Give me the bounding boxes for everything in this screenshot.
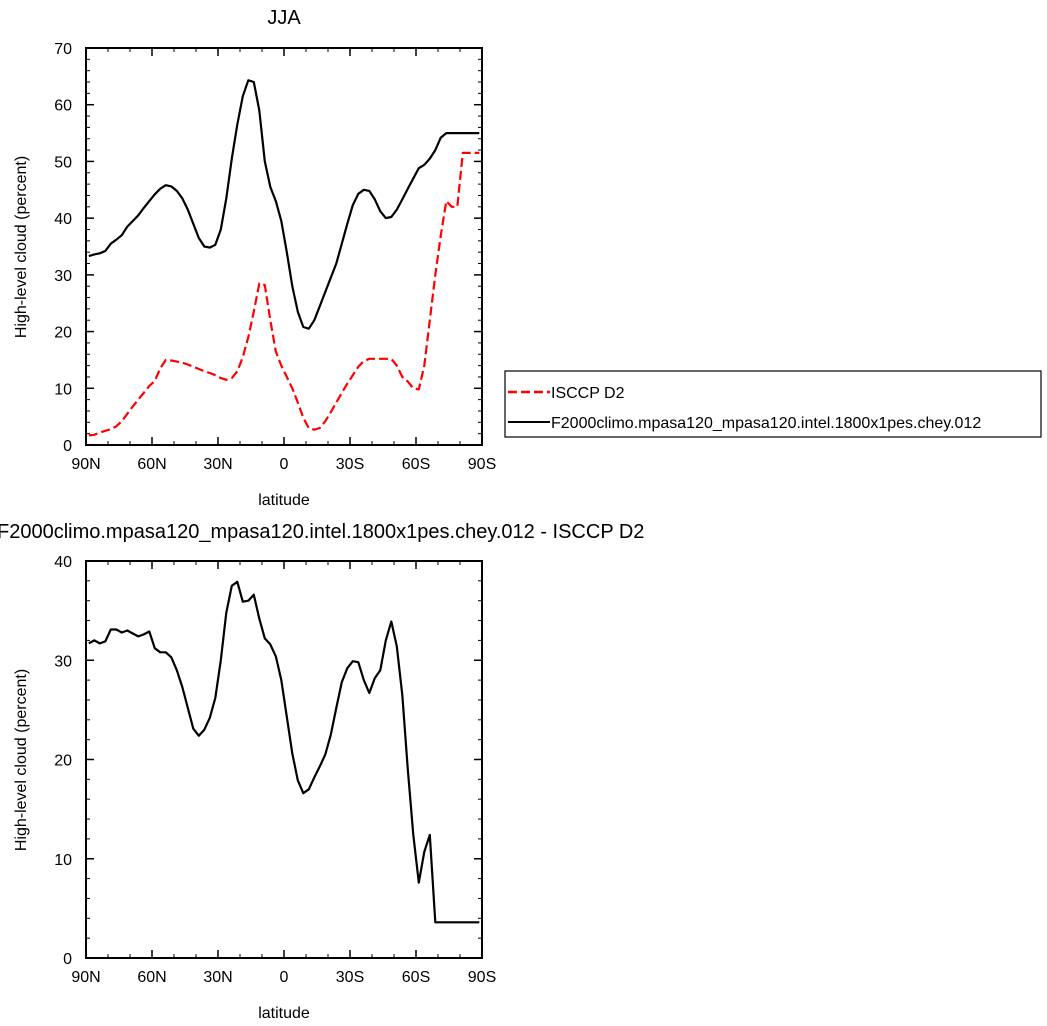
top-panel-series <box>88 79 480 437</box>
legend-box <box>504 370 1042 438</box>
top-panel-frame <box>85 47 483 446</box>
bottom-panel-title: F2000climo.mpasa120_mpasa120.intel.1800x… <box>0 521 644 543</box>
x-tick-label: 60N <box>137 456 166 473</box>
y-tick-label: 30 <box>54 653 72 670</box>
bottom-panel: F2000climo.mpasa120_mpasa120.intel.1800x… <box>0 521 644 1022</box>
y-tick-label: 20 <box>54 753 72 770</box>
y-tick-label: 40 <box>54 211 72 228</box>
x-tick-label: 60S <box>402 969 430 986</box>
series-line-isccp-d2 <box>88 151 480 437</box>
legend-entry-model: F2000climo.mpasa120_mpasa120.intel.1800x… <box>551 415 981 432</box>
y-tick-label: 20 <box>54 325 72 342</box>
x-tick-label: 30S <box>336 969 364 986</box>
y-tick-label: 10 <box>54 381 72 398</box>
y-tick-label: 50 <box>54 154 72 171</box>
y-tick-label: 10 <box>54 852 72 869</box>
legend-entry-isccp: ISCCP D2 <box>551 385 625 402</box>
x-tick-label: 0 <box>280 969 289 986</box>
y-tick-label: 60 <box>54 98 72 115</box>
x-tick-label: 60N <box>137 969 166 986</box>
series-line-model <box>88 79 480 330</box>
bottom-panel-x-axis-label: latitude <box>258 1005 310 1022</box>
x-tick-label: 90N <box>71 969 100 986</box>
top-panel-title: JJA <box>267 7 301 29</box>
bottom-panel-series <box>88 580 480 924</box>
y-tick-label: 0 <box>63 438 72 455</box>
x-tick-label: 90N <box>71 456 100 473</box>
y-tick-label: 0 <box>63 951 72 968</box>
series-line-difference <box>88 580 480 924</box>
x-tick-label: 30N <box>203 969 232 986</box>
legend: ISCCP D2 F2000climo.mpasa120_mpasa120.in… <box>504 370 1042 438</box>
x-tick-label: 90S <box>468 456 496 473</box>
bottom-panel-ticks: 90N 60N 30N 0 30S 60S 90S 0 10 20 30 40 <box>54 554 496 986</box>
y-tick-label: 70 <box>54 41 72 58</box>
top-panel-y-axis-label: High-level cloud (percent) <box>13 156 30 338</box>
x-tick-label: 60S <box>402 456 430 473</box>
bottom-panel-frame <box>85 560 483 959</box>
x-tick-label: 30S <box>336 456 364 473</box>
y-tick-label: 30 <box>54 268 72 285</box>
top-panel-x-axis-label: latitude <box>258 492 310 509</box>
x-tick-label: 90S <box>468 969 496 986</box>
top-panel: JJA High-level cloud (percent) latitude … <box>13 7 496 509</box>
top-panel-ticks: 90N 60N 30N 0 30S 60S 90S 0 10 20 30 40 50 60 70 <box>54 41 496 473</box>
y-tick-label: 40 <box>54 554 72 571</box>
x-tick-label: 0 <box>280 456 289 473</box>
x-tick-label: 30N <box>203 456 232 473</box>
bottom-panel-y-axis-label: High-level cloud (percent) <box>13 669 30 851</box>
